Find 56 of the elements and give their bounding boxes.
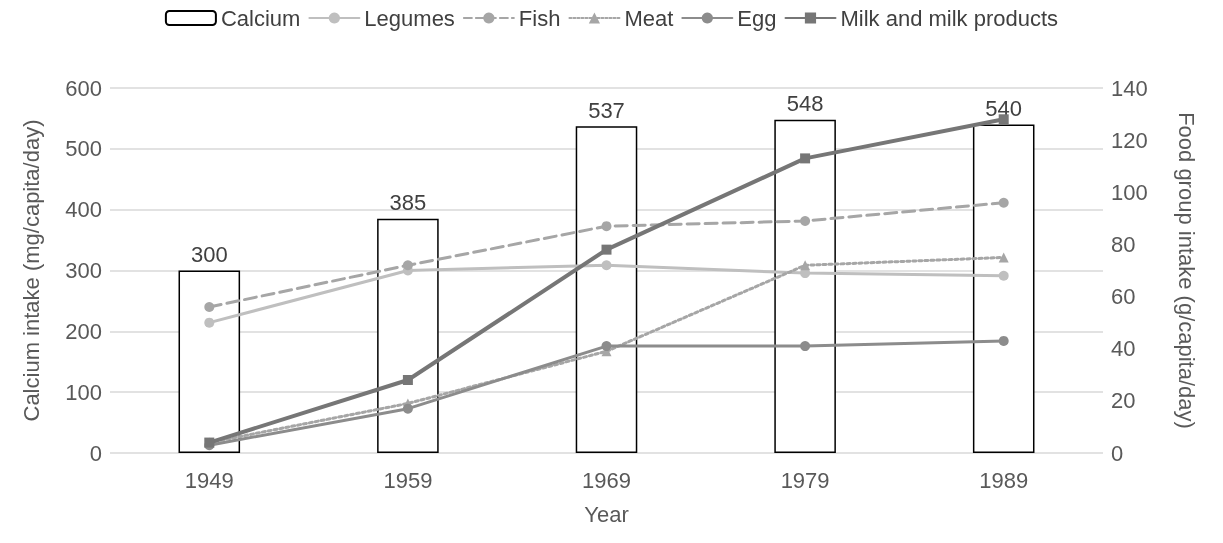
legend-label: Milk and milk products [840, 5, 1059, 31]
x-tick-label: 1959 [383, 467, 433, 493]
y-tick-label: 0 [89, 440, 102, 466]
legend-label: Meat [624, 5, 674, 31]
y-tick-label: 300 [65, 258, 102, 283]
data-label: 540 [985, 96, 1023, 121]
y2-tick-label: 100 [1111, 179, 1148, 205]
point [402, 403, 413, 414]
point [998, 270, 1009, 281]
y-axis-title: Calcium intake (mg/capita/day) [18, 119, 44, 422]
y2-tick-label: 60 [1111, 284, 1136, 310]
x-tick-label: 1969 [582, 467, 631, 493]
point [402, 375, 413, 385]
y-tick-label: 200 [65, 318, 102, 344]
y-tick-label: 600 [65, 75, 102, 101]
point [800, 341, 811, 352]
y2-tick-label: 80 [1111, 231, 1136, 257]
x-axis-title: Year [584, 501, 629, 527]
legend-label: Legumes [364, 5, 455, 31]
legend-label: Egg [737, 5, 777, 31]
point [204, 317, 215, 328]
point [601, 244, 612, 255]
x-tick-label: 1989 [979, 467, 1029, 493]
y2-tick-label: 20 [1111, 388, 1136, 414]
y2-axis-title: Food group intake (g/capita/day) [1173, 112, 1199, 429]
legend-label: Fish [518, 5, 561, 31]
point [998, 252, 1009, 263]
y2-tick-label: 120 [1111, 127, 1148, 153]
point [601, 341, 612, 352]
bar [774, 119, 836, 453]
bar [972, 124, 1035, 453]
y-tick-label: 100 [65, 379, 102, 405]
y-tick-label: 500 [65, 136, 102, 162]
data-label: 537 [588, 97, 625, 123]
x-tick-label: 1949 [184, 467, 234, 493]
y2-tick-label: 40 [1111, 336, 1136, 362]
bar [575, 126, 638, 453]
point [800, 215, 811, 226]
bar [377, 218, 439, 453]
data-label: 385 [389, 190, 427, 216]
y2-tick-label: 0 [1111, 440, 1124, 466]
point [800, 260, 811, 271]
y-tick-label: 400 [65, 197, 102, 223]
legend-label: Calcium [220, 5, 301, 31]
point [204, 302, 215, 312]
point [601, 221, 612, 232]
point [402, 260, 413, 271]
y2-tick-label: 140 [1111, 75, 1148, 101]
x-tick-label: 1979 [780, 467, 830, 493]
data-label: 300 [190, 242, 228, 267]
point [998, 335, 1009, 346]
point [601, 260, 612, 271]
bar [178, 270, 241, 453]
point [998, 197, 1009, 208]
point [800, 153, 811, 164]
data-label: 548 [786, 91, 824, 117]
